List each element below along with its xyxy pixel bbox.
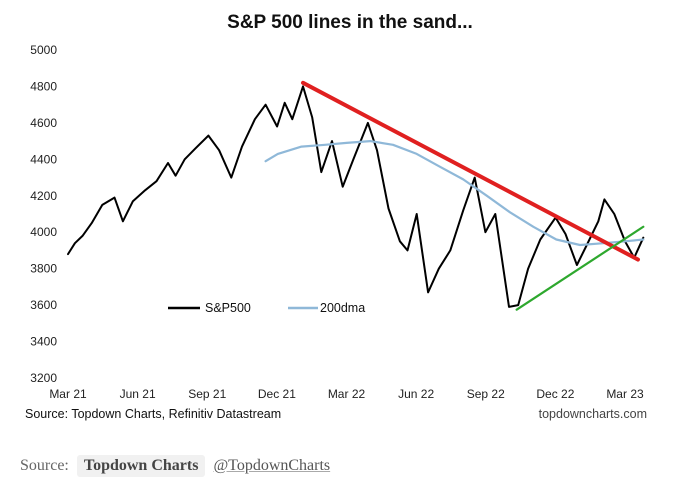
- support-trendline: [515, 225, 645, 311]
- x-tick-label: Jun 21: [120, 387, 156, 401]
- x-tick-label: Dec 22: [536, 387, 574, 401]
- y-tick-label: 4200: [30, 189, 57, 203]
- x-tick-label: Mar 23: [606, 387, 644, 401]
- chart-container: S&P 500 lines in the sand... 3200 3400 3600…: [25, 12, 647, 421]
- y-tick-label: 3800: [30, 262, 57, 276]
- dma200-line: [264, 140, 645, 247]
- y-tick-label: 3200: [30, 371, 57, 385]
- y-tick-label: 4600: [30, 116, 57, 130]
- x-tick-label: Sep 22: [467, 387, 505, 401]
- line-chart: S&P 500 lines in the sand... 3200 3400 3600…: [25, 12, 647, 421]
- caption-source-chip[interactable]: Topdown Charts: [76, 455, 206, 477]
- chart-source-note: Source: Topdown Charts, Refinitiv Datast…: [25, 407, 281, 421]
- legend-label-sp500: S&P500: [205, 301, 251, 315]
- image-caption: Source: Topdown Charts @TopdownCharts: [20, 455, 330, 477]
- x-tick-label: Dec 21: [258, 387, 296, 401]
- y-tick-label: 4400: [30, 152, 57, 166]
- y-tick-label: 3400: [30, 335, 57, 349]
- resistance-trendline: [301, 80, 640, 262]
- x-tick-label: Sep 21: [188, 387, 226, 401]
- x-tick-label: Jun 22: [398, 387, 434, 401]
- y-tick-label: 3600: [30, 298, 57, 312]
- caption-handle-link[interactable]: @TopdownCharts: [213, 457, 331, 474]
- y-tick-label: 5000: [30, 43, 57, 57]
- x-tick-label: Mar 22: [328, 387, 366, 401]
- x-tick-label: Mar 21: [49, 387, 87, 401]
- chart-website: topdowncharts.com: [539, 407, 647, 421]
- legend-label-200dma: 200dma: [320, 301, 365, 315]
- chart-title: S&P 500 lines in the sand...: [227, 12, 473, 33]
- y-tick-label: 4000: [30, 225, 57, 239]
- sp500-line: [67, 85, 645, 308]
- caption-source-label: Source:: [20, 457, 69, 474]
- y-tick-label: 4800: [30, 79, 57, 93]
